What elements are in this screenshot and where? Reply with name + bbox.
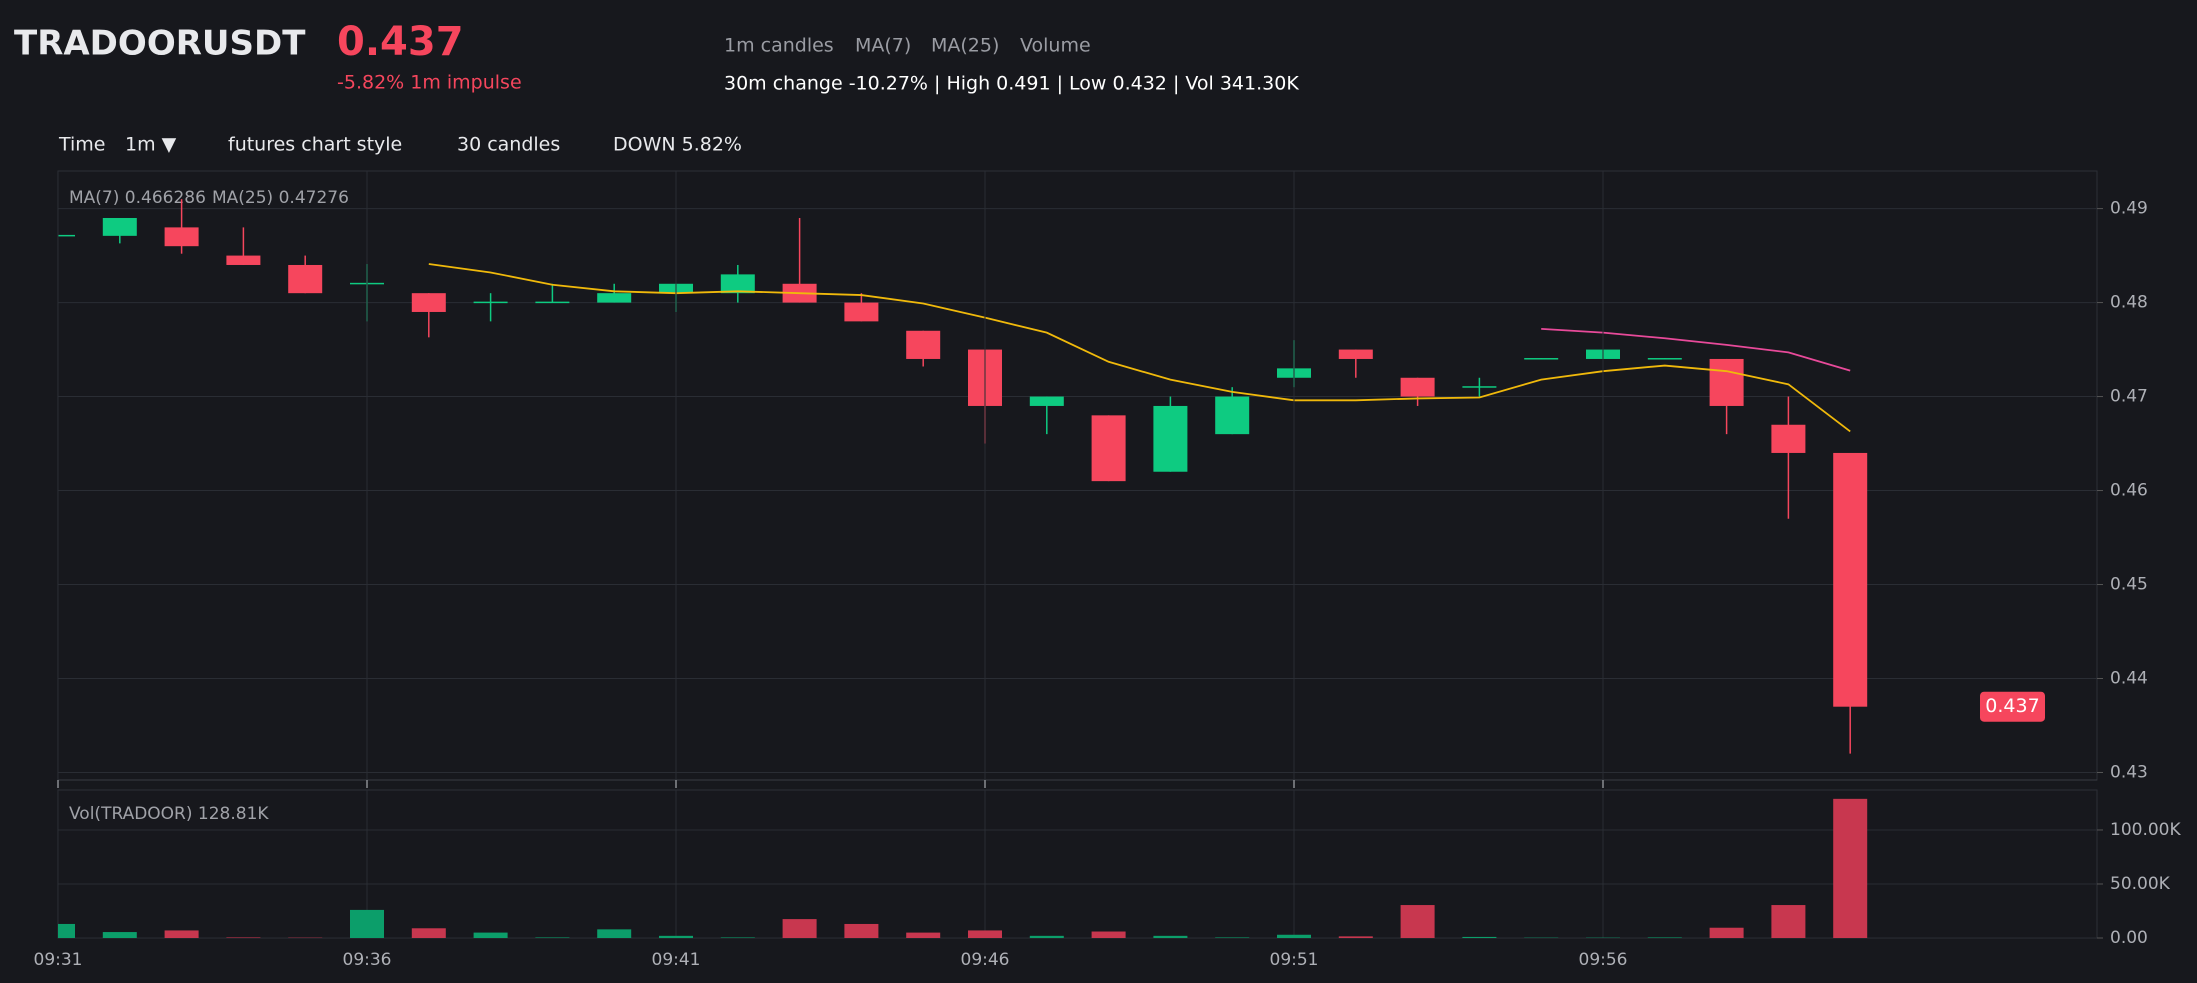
candle-body (58, 234, 75, 237)
y-tick-label: 0.48 (2110, 293, 2148, 313)
y-tick-label: 50.00K (2110, 874, 2171, 894)
candle-body (411, 293, 446, 312)
y-tick-label: 0.45 (2110, 575, 2148, 595)
candle-body (1338, 349, 1373, 359)
volume-bar (659, 935, 693, 938)
y-tick-label: 0.44 (2110, 669, 2148, 689)
volume-bar (535, 937, 570, 938)
volume-bar (1400, 905, 1435, 938)
volume-bar (102, 932, 137, 938)
y-tick-label: 0.43 (2110, 762, 2148, 782)
price: 0.437 (337, 19, 464, 65)
candle-body (1771, 424, 1806, 453)
y-tick-label: 0.46 (2110, 481, 2148, 501)
candle-body (1647, 358, 1682, 360)
volume-bar (597, 929, 632, 938)
volume-bar (411, 928, 446, 938)
candle-body (1215, 396, 1250, 435)
x-tick-label: 09:41 (652, 950, 701, 970)
volume-bar (1277, 934, 1311, 938)
volume-bar (968, 930, 1002, 938)
x-tick-label: 09:56 (1579, 950, 1628, 970)
candle-body (1462, 386, 1497, 388)
candle-body (288, 264, 323, 294)
x-tick-label: 09:51 (1270, 950, 1319, 970)
volume-bar (350, 909, 384, 938)
interval-select[interactable]: 1m ▼ (125, 134, 177, 156)
price-plot (58, 171, 2097, 780)
y-tick-label: 0.00 (2110, 928, 2148, 948)
candle-body (597, 293, 632, 303)
ma-legend: MA(7) 0.466286 (69, 188, 206, 208)
ma-legend: MA(25) 0.47276 (212, 188, 349, 208)
candle-body (164, 227, 199, 247)
volume-bar (720, 937, 755, 938)
time-label: Time (58, 134, 106, 156)
stats: 30m change -10.27% | High 0.491 | Low 0.… (724, 73, 1299, 95)
volume-bar (226, 937, 261, 938)
x-tick-label: 09:46 (961, 950, 1010, 970)
indicator: Volume (1020, 35, 1091, 57)
candle-body (1153, 405, 1188, 472)
candle-body (906, 330, 941, 359)
candle-body (1524, 358, 1559, 360)
indicator: 1m candles (724, 35, 834, 57)
volume-bar (1215, 937, 1250, 938)
candle-body (844, 302, 879, 322)
volume-bar (1709, 927, 1744, 938)
x-tick-label: 09:31 (34, 950, 83, 970)
volume-bar (782, 919, 817, 938)
volume-bar (1771, 905, 1806, 938)
volume-plot (58, 790, 2097, 938)
ma-line (1541, 327, 1851, 372)
candle-body (535, 301, 570, 304)
indicator: MA(25) (931, 35, 999, 57)
candle-body (720, 274, 755, 294)
price-badge-label: 0.437 (1985, 695, 2039, 717)
candle-body (1833, 452, 1868, 707)
candle-body (102, 217, 137, 236)
candle-body (1400, 377, 1435, 397)
symbol: TRADOORUSDT (14, 24, 306, 64)
candle-count: 30 candles (457, 134, 560, 156)
ma-line (428, 263, 1851, 433)
volume-bar (906, 932, 941, 938)
candle-body (473, 301, 508, 304)
x-tick-label: 09:36 (343, 950, 392, 970)
chart-style[interactable]: futures chart style (228, 134, 402, 156)
candle-body (1029, 396, 1064, 406)
volume-bar (1091, 931, 1126, 938)
direction: DOWN 5.82% (613, 134, 742, 156)
volume-bar (1338, 936, 1373, 938)
volume-bar (844, 923, 879, 938)
price-badge (1980, 691, 2045, 722)
indicator: MA(7) (855, 35, 911, 57)
y-tick-label: 100.00K (2110, 820, 2181, 840)
volume-bar (1029, 935, 1064, 938)
volume-legend: Vol(TRADOOR) 128.81K (69, 804, 269, 824)
candle-body (1709, 358, 1744, 406)
impulse: -5.82% 1m impulse (337, 72, 522, 94)
candle-body (226, 255, 261, 265)
volume-bar (164, 930, 199, 938)
y-tick-label: 0.47 (2110, 387, 2148, 407)
volume-bar (1462, 936, 1497, 938)
volume-bar (1833, 798, 1868, 938)
volume-bar (1647, 937, 1682, 938)
y-tick-label: 0.49 (2110, 199, 2148, 219)
volume-bar (58, 923, 75, 938)
volume-bar (473, 932, 508, 938)
volume-bar (1153, 935, 1188, 938)
candle-body (1091, 415, 1126, 482)
